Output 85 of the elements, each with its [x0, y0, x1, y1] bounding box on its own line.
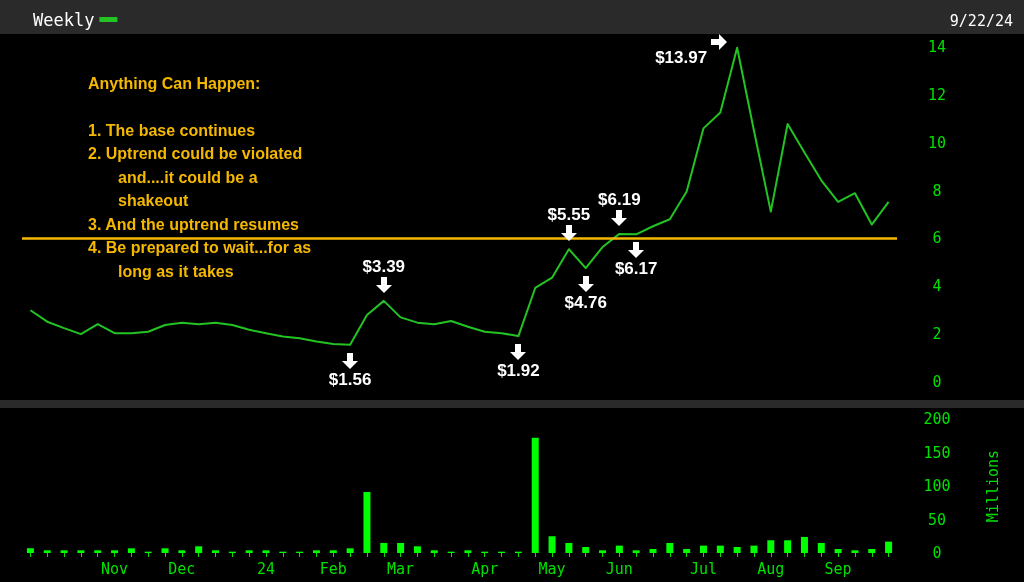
bar: [800, 536, 808, 553]
y-tick-label: 200: [923, 410, 951, 428]
bar: [464, 550, 472, 553]
bar: [817, 542, 825, 553]
bar: [649, 548, 657, 553]
bar: [329, 550, 337, 553]
bar: [195, 546, 203, 553]
bar: [582, 546, 590, 553]
y-tick-label: 0: [932, 373, 942, 391]
bar: [733, 546, 741, 553]
x-tick-label: Jun: [605, 559, 633, 578]
bar: [178, 550, 186, 553]
x-tick-label: 24: [256, 559, 276, 578]
bar: [380, 542, 388, 553]
y-axis-title: Millions: [983, 449, 1002, 523]
bar: [346, 548, 354, 553]
bar: [43, 550, 51, 553]
annotation: 4. Be prepared to wait...for as long as it takes: [88, 238, 313, 282]
legend-label: Weekly: [32, 9, 95, 30]
y-tick-label: 6: [932, 229, 942, 248]
x-tick-label: Dec: [168, 559, 196, 578]
y-tick-label: 2: [932, 325, 942, 344]
bar: [599, 550, 607, 553]
x-tick-label: Mar: [387, 559, 415, 578]
bar: [531, 437, 539, 553]
bar: [262, 550, 270, 553]
data-label: $6.19: [598, 189, 641, 209]
y-tick-label: 0: [932, 544, 942, 562]
annotation: 1. The base continues: [88, 120, 257, 141]
bar: [548, 536, 556, 553]
bar: [885, 541, 893, 553]
bar: [312, 550, 320, 553]
bar: [111, 550, 119, 553]
text: 9/22/24: [949, 11, 1013, 30]
bar: [26, 548, 34, 553]
y-tick-label: 50: [927, 510, 947, 529]
y-tick-label: 4: [932, 277, 942, 296]
bar: [767, 540, 775, 553]
y-tick-label: 14: [927, 38, 947, 56]
bar: [834, 548, 842, 553]
bar: [699, 545, 707, 553]
bar: [245, 550, 253, 553]
x-tick-label: Nov: [101, 559, 129, 578]
x-tick-label: Sep: [824, 559, 852, 578]
data-label: $5.55: [547, 205, 591, 225]
bar: [666, 542, 674, 553]
annotation: Anything Can Happen:: [88, 74, 262, 94]
bar: [94, 550, 102, 553]
data-label: $6.17: [614, 259, 658, 279]
annotation: 2. Uptrend could be violated and....it could be a shakeout: [88, 144, 304, 211]
bar: [565, 542, 573, 553]
data-label: $1.56: [328, 369, 372, 389]
bar: [60, 550, 68, 553]
data-label: $1.92: [497, 361, 540, 381]
bar: [161, 548, 169, 553]
y-tick-label: 100: [923, 477, 951, 495]
y-tick-label: 10: [927, 133, 947, 152]
data-label: $13.97: [655, 48, 708, 68]
bar: [413, 546, 421, 553]
bar: [716, 545, 724, 553]
bar: [851, 550, 859, 553]
bar: [127, 548, 135, 553]
line-series: [29, 46, 890, 346]
bar: [784, 540, 792, 553]
y-tick-label: 150: [923, 443, 951, 462]
bar: [212, 550, 220, 553]
bar: [615, 545, 623, 553]
bar: [77, 550, 85, 553]
x-tick-label: Apr: [471, 559, 499, 578]
y-tick-label: 8: [932, 181, 942, 200]
bar: [868, 548, 876, 553]
x-tick-label: Feb: [319, 559, 347, 578]
bar: [683, 548, 691, 553]
data-label: $3.39: [362, 256, 406, 276]
annotation: 3. And the uptrend resumes: [88, 214, 300, 235]
data-label: $4.76: [564, 293, 607, 313]
x-tick-label: Jul: [689, 559, 718, 578]
bar: [430, 550, 438, 553]
bar: [397, 542, 405, 553]
bar: [750, 545, 758, 553]
bar: [632, 550, 640, 553]
y-tick-label: 12: [927, 85, 947, 104]
x-tick-label: May: [538, 559, 566, 578]
x-tick-label: Aug: [757, 559, 785, 578]
bar: [363, 492, 371, 553]
